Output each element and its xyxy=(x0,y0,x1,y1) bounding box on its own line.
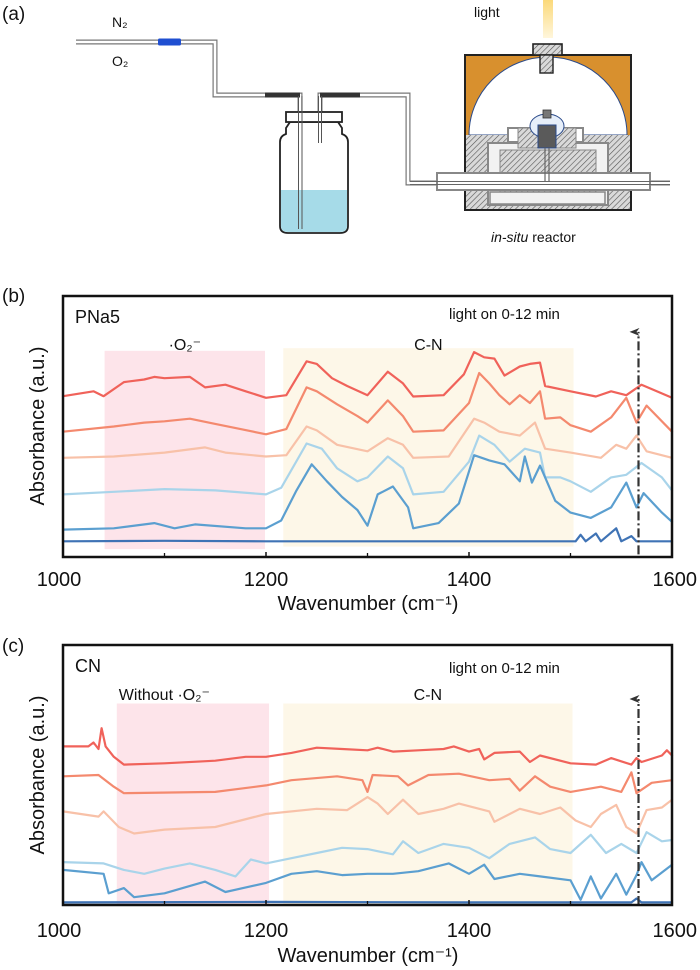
y-axis-title-c: Absorbance (a.u.) xyxy=(27,696,49,855)
spectrum-line-2 xyxy=(61,417,674,459)
reactor-label: in-situ reactor xyxy=(491,229,576,245)
light-note-b: light on 0-12 min xyxy=(449,306,560,323)
setup-diagram: (a) N₂ O₂ light xyxy=(2,0,670,245)
region-label: C-N xyxy=(414,687,442,704)
region-label: C-N xyxy=(414,337,442,354)
panel-b-label: (b) xyxy=(2,286,25,307)
x-tick-label: 1600 xyxy=(653,920,698,942)
spectrum-line-3 xyxy=(61,831,674,878)
chart-cn: Without ·O₂⁻ C-N 1000 1200 1400 1600 xyxy=(37,643,698,942)
x-tick-label: 1200 xyxy=(244,920,289,942)
reactor-label-rest: reactor xyxy=(528,229,576,245)
spectrum-line-2 xyxy=(61,796,674,835)
shaded-region xyxy=(283,703,573,905)
sample-label-cn: CN xyxy=(75,656,101,676)
spectrum-line-4 xyxy=(61,454,674,531)
x-tick-label: 1200 xyxy=(244,569,289,591)
spectrum-line-0 xyxy=(61,351,674,399)
y-axis-title-b: Absorbance (a.u.) xyxy=(27,347,49,506)
x-axis-title-b: Wavenumber (cm⁻¹) xyxy=(278,593,459,615)
x-tick-label: 1400 xyxy=(447,920,492,942)
light-beam xyxy=(543,0,553,38)
n2-label: N₂ xyxy=(112,14,128,30)
gas-connector xyxy=(158,38,181,46)
spectrum-line-0 xyxy=(61,727,674,766)
spectrum-line-5 xyxy=(61,527,674,543)
bottle-stopper xyxy=(285,111,343,123)
x-tick-label: 1000 xyxy=(37,569,82,591)
spectrum-line-1 xyxy=(61,371,674,436)
light-label: light xyxy=(474,4,500,20)
region-label: Without ·O₂⁻ xyxy=(119,687,210,704)
gas-wash-bottle xyxy=(279,96,349,234)
sample-label-pna5: PNa5 xyxy=(75,307,120,327)
panel-a-label: (a) xyxy=(2,4,25,25)
window-cap xyxy=(532,43,563,56)
x-tick-label: 1400 xyxy=(447,569,492,591)
shaded-region xyxy=(283,348,574,547)
x-tick-label: 1600 xyxy=(653,569,698,591)
shaded-region xyxy=(116,703,270,905)
o2-label: O₂ xyxy=(112,53,128,69)
reactor-label-italic: in-situ xyxy=(491,229,529,245)
liquid xyxy=(281,190,347,232)
panel-c-label: (c) xyxy=(2,636,24,657)
spectrum-line-3 xyxy=(61,434,674,496)
in-situ-reactor xyxy=(410,43,670,211)
spectrum-line-4 xyxy=(61,861,674,901)
x-axis-title-c: Wavenumber (cm⁻¹) xyxy=(278,945,459,967)
sample-cup xyxy=(537,124,557,149)
spectrum-line-1 xyxy=(61,771,674,795)
light-note-c: light on 0-12 min xyxy=(449,660,560,677)
x-tick-label: 1000 xyxy=(37,920,82,942)
region-label: ·O₂⁻ xyxy=(169,337,201,354)
chart-pna5: ·O₂⁻ C-N 1000 1200 1400 1600 xyxy=(37,294,698,591)
